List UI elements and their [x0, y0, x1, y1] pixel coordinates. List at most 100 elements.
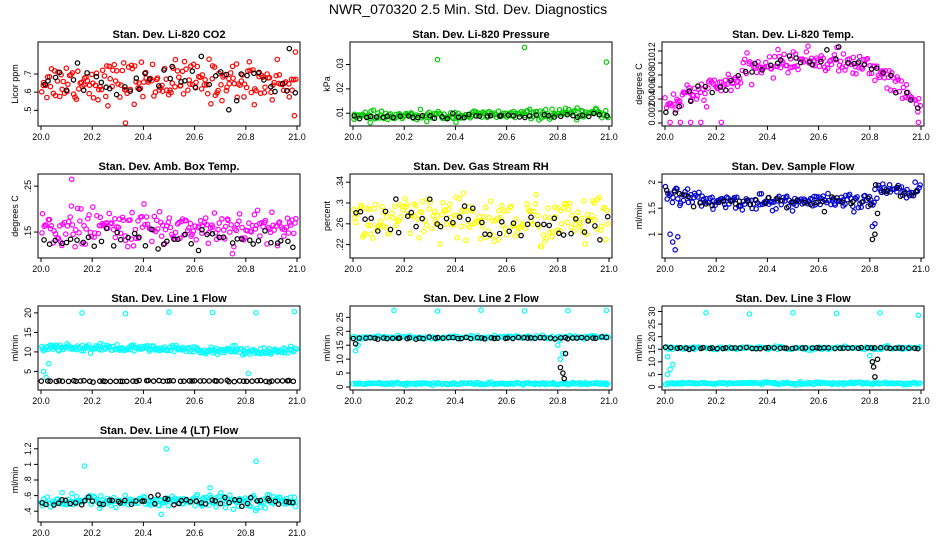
chart-title: Stan. Dev. Line 2 Flow — [423, 293, 539, 305]
data-point — [662, 344, 669, 351]
data-point — [353, 219, 359, 226]
data-point — [872, 374, 878, 380]
data-point — [59, 378, 66, 385]
data-point — [481, 335, 488, 342]
data-point — [443, 215, 450, 222]
data-point — [391, 203, 398, 210]
data-point — [670, 91, 677, 97]
data-point — [182, 231, 188, 238]
data-point — [419, 112, 426, 119]
data-point — [451, 212, 458, 219]
data-point — [855, 59, 862, 65]
data-point — [662, 95, 668, 101]
data-point — [279, 378, 286, 384]
data-point — [206, 81, 213, 88]
data-point — [866, 352, 873, 359]
data-point — [222, 504, 229, 511]
data-point — [421, 380, 427, 387]
data-point — [467, 335, 474, 342]
data-point — [148, 493, 154, 500]
data-point — [142, 494, 148, 501]
data-point — [217, 500, 224, 507]
data-point — [531, 208, 537, 215]
data-point — [817, 56, 824, 63]
data-point — [194, 63, 201, 70]
data-point — [56, 69, 63, 76]
data-point — [103, 225, 110, 232]
data-point — [521, 308, 528, 314]
x-tick-label: 20.0 — [344, 264, 362, 274]
data-point — [86, 378, 93, 385]
chart-title: Stan. Dev. Line 3 Flow — [735, 293, 851, 305]
data-point — [183, 217, 189, 224]
data-point — [63, 65, 70, 72]
data-point — [269, 378, 275, 384]
data-point — [174, 68, 181, 74]
y-tick-label: .5 — [23, 107, 33, 115]
data-point — [286, 81, 292, 87]
x-tick-label: 20.4 — [447, 132, 465, 142]
x-tick-label: 20.6 — [810, 396, 828, 406]
y-tick-label: 15 — [23, 327, 33, 337]
data-point — [400, 207, 406, 213]
data-point — [125, 243, 131, 250]
data-point — [236, 211, 243, 217]
data-point — [112, 234, 119, 241]
data-point — [77, 218, 83, 224]
data-point — [872, 231, 878, 238]
data-point — [432, 335, 439, 342]
data-point — [552, 336, 558, 342]
data-point — [849, 345, 856, 351]
data-point — [181, 378, 187, 385]
data-point — [832, 345, 838, 352]
data-point — [516, 114, 523, 120]
data-point — [280, 87, 287, 94]
data-point — [485, 379, 492, 386]
data-point — [911, 345, 918, 352]
data-point — [204, 90, 211, 97]
data-point — [125, 234, 131, 241]
data-point — [246, 58, 253, 65]
data-point — [222, 494, 228, 501]
data-point — [568, 230, 574, 237]
data-point — [854, 194, 860, 200]
data-point — [69, 490, 75, 497]
data-point — [257, 377, 264, 384]
y-tick-label: 2 — [647, 180, 657, 185]
data-point — [284, 88, 290, 94]
data-point — [90, 379, 96, 385]
data-point — [577, 221, 584, 227]
data-point — [874, 195, 880, 202]
data-point — [545, 112, 552, 119]
data-point — [499, 202, 505, 209]
data-point — [711, 77, 718, 84]
data-point — [117, 230, 124, 237]
data-point — [154, 75, 161, 81]
data-point — [914, 105, 921, 111]
data-point — [291, 112, 298, 119]
data-point — [51, 68, 58, 74]
data-point — [80, 87, 87, 94]
data-point — [799, 345, 806, 351]
data-point — [896, 345, 902, 351]
data-point — [731, 194, 738, 201]
data-point — [370, 380, 376, 387]
data-point — [598, 223, 605, 230]
data-point — [254, 207, 261, 214]
data-point — [65, 81, 71, 88]
data-point — [584, 335, 590, 342]
y-tick-label: .4 — [23, 507, 33, 515]
data-point — [915, 312, 922, 319]
data-point — [564, 111, 571, 118]
data-point — [98, 79, 105, 86]
data-point — [285, 230, 292, 236]
data-point — [902, 190, 908, 197]
data-point — [93, 70, 100, 77]
data-point — [789, 208, 796, 214]
data-point — [431, 208, 438, 215]
data-point — [204, 231, 210, 238]
data-point — [869, 236, 876, 243]
data-point — [125, 501, 131, 508]
data-point — [560, 205, 567, 212]
data-point — [528, 214, 534, 221]
